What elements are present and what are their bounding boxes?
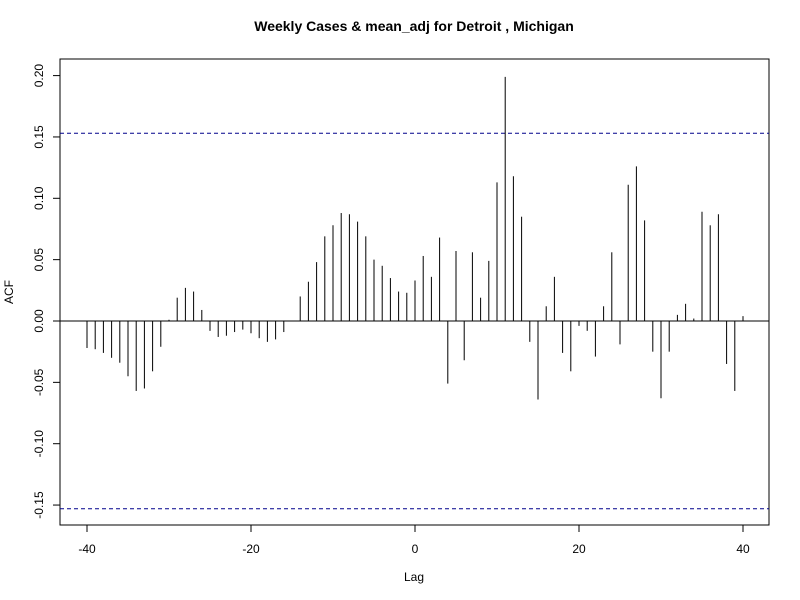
y-tick-label: 0.10: [32, 186, 46, 210]
y-tick-label: 0.15: [32, 125, 46, 149]
y-axis-label: ACF: [2, 280, 16, 304]
x-axis: -40 -20 0 20 40: [78, 525, 750, 556]
y-axis: -0.15 -0.10 -0.05 0.00 0.05 0.10 0.15 0.20: [32, 64, 60, 519]
x-tick-label: 0: [412, 542, 419, 556]
x-tick-label: -40: [78, 542, 96, 556]
y-tick-label: -0.05: [32, 368, 46, 396]
x-tick-label: 20: [572, 542, 586, 556]
x-tick-label: -20: [242, 542, 260, 556]
y-tick-label: -0.10: [32, 430, 46, 458]
y-tick-label: 0.20: [32, 64, 46, 88]
confidence-bounds: [60, 132, 769, 510]
acf-bars: [86, 76, 744, 400]
y-tick-label: 0.05: [32, 248, 46, 272]
y-tick-label: 0.00: [32, 309, 46, 333]
x-tick-label: 40: [736, 542, 750, 556]
chart-title: Weekly Cases & mean_adj for Detroit , Mi…: [254, 18, 574, 34]
y-tick-label: -0.15: [32, 491, 46, 519]
x-axis-label: Lag: [404, 570, 424, 584]
